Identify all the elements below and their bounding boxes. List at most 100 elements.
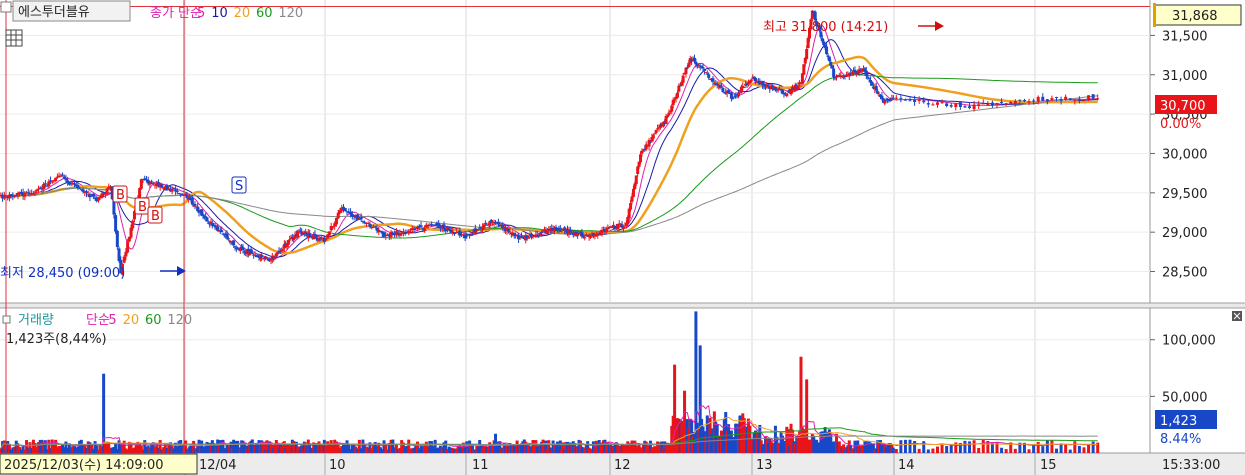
- candle-body: [908, 99, 912, 101]
- volume-bar: [449, 447, 453, 453]
- volume-bar: [990, 443, 994, 453]
- candle-body: [666, 115, 670, 118]
- candle-body: [158, 183, 162, 188]
- volume-bar: [54, 439, 58, 453]
- candle-body: [334, 217, 338, 225]
- candle-body: [391, 232, 395, 235]
- ma-legend-period-10: 10: [211, 6, 228, 21]
- candle-body: [802, 64, 806, 75]
- volume-bar: [192, 440, 196, 453]
- candle-body: [496, 222, 500, 224]
- volume-bar: [345, 440, 349, 453]
- volume-bar: [842, 444, 846, 453]
- candle-body: [986, 104, 990, 106]
- candle-body: [796, 85, 800, 90]
- candle-body: [209, 221, 213, 224]
- candle-body: [85, 191, 89, 194]
- volume-bar: [66, 447, 70, 453]
- candle-body: [105, 188, 109, 195]
- candle-body: [773, 87, 777, 90]
- candle-body: [741, 86, 745, 88]
- volume-bar: [150, 444, 154, 453]
- volume-bar: [555, 441, 559, 453]
- candle-body: [141, 179, 145, 181]
- candle-body: [184, 193, 188, 196]
- candle-body: [748, 80, 752, 84]
- candle-body: [782, 93, 786, 95]
- volume-bar: [361, 439, 365, 453]
- candle-body: [430, 224, 434, 226]
- candle-body: [606, 227, 610, 230]
- candle-body: [59, 175, 63, 177]
- candle-body: [752, 76, 756, 80]
- volume-bar: [1004, 449, 1008, 453]
- candle-body: [74, 184, 78, 186]
- volume-bar: [148, 447, 152, 453]
- candle-body: [144, 179, 148, 181]
- candle-body: [204, 216, 208, 219]
- volume-bar: [977, 447, 981, 453]
- volume-bar: [561, 442, 565, 453]
- candle-body: [1045, 99, 1049, 102]
- candle-body: [139, 179, 143, 189]
- volume-bar: [64, 441, 68, 453]
- table-icon[interactable]: [5, 29, 23, 47]
- ma-legend-period-60: 60: [256, 6, 273, 21]
- candle-body: [540, 232, 544, 234]
- candle-body: [42, 183, 46, 189]
- volume-bar: [400, 440, 404, 453]
- candle-body: [163, 186, 167, 189]
- vol-legend-period-120: 120: [167, 313, 192, 328]
- candle-body: [265, 257, 269, 259]
- candle-body: [469, 234, 473, 236]
- volume-bar: [799, 356, 803, 453]
- candle-body: [398, 232, 402, 236]
- candle-body: [949, 105, 953, 107]
- volume-bar: [926, 449, 930, 453]
- candle-body: [67, 182, 71, 185]
- candle-body: [240, 246, 244, 249]
- volume-bar: [908, 439, 912, 453]
- volume-bar: [88, 442, 92, 453]
- volume-bar: [401, 442, 405, 453]
- current-volume-ratio: 8.44%: [1160, 432, 1201, 447]
- volume-bar: [262, 441, 266, 453]
- volume-bar: [16, 443, 20, 453]
- stock-name-box[interactable]: [12, 0, 131, 22]
- close-panel-icon[interactable]: [1232, 311, 1242, 321]
- candle-body: [437, 223, 441, 227]
- candle-body: [913, 99, 917, 103]
- volume-bar: [1055, 448, 1059, 453]
- candle-body: [370, 227, 374, 229]
- volume-bar: [470, 443, 474, 453]
- candle-body: [21, 192, 25, 196]
- price-tick-label: 31,000: [1162, 69, 1208, 84]
- candle-body: [168, 188, 172, 192]
- candle-body: [653, 133, 657, 135]
- volume-bar: [1064, 444, 1068, 453]
- volume-bar: [423, 444, 427, 453]
- candle-body: [453, 232, 457, 235]
- volume-bar: [45, 449, 49, 453]
- volume-bar: [11, 447, 15, 453]
- volume-bar: [13, 446, 17, 453]
- candle-body: [95, 197, 99, 202]
- candle-body: [107, 187, 111, 189]
- volume-bar: [1027, 449, 1031, 453]
- candle-body: [127, 236, 131, 242]
- candle-body: [593, 234, 597, 237]
- candle-body: [220, 230, 224, 233]
- candle-body: [71, 182, 75, 185]
- volume-bar: [340, 446, 344, 453]
- volume-bar: [958, 443, 962, 453]
- x-tick-label: 12: [614, 458, 631, 473]
- candle-body: [958, 102, 962, 107]
- volume-bar: [349, 449, 353, 453]
- candle-body: [1082, 99, 1086, 101]
- candle-body: [463, 234, 467, 239]
- candle-body: [876, 91, 880, 94]
- volume-bar: [38, 439, 42, 453]
- candle-body: [739, 86, 743, 93]
- volume-bar: [871, 443, 875, 453]
